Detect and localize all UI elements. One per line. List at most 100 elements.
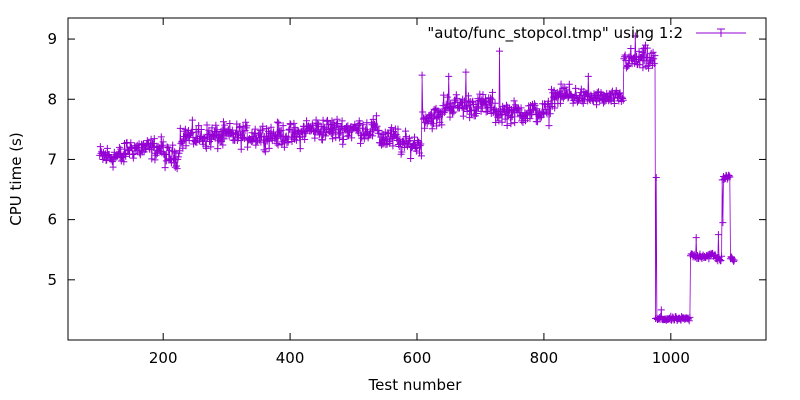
data-point bbox=[593, 101, 601, 109]
data-point bbox=[557, 80, 565, 88]
legend-label: "auto/func_stopcol.tmp" using 1:2 bbox=[427, 24, 683, 43]
data-point bbox=[440, 109, 448, 117]
data-point bbox=[243, 122, 251, 130]
data-point bbox=[330, 128, 338, 136]
data-point bbox=[464, 92, 472, 100]
data-point bbox=[228, 126, 236, 134]
data-point bbox=[308, 120, 316, 128]
x-axis-ticks: 200 400 600 800 1000 bbox=[149, 18, 690, 367]
data-point bbox=[337, 129, 345, 137]
x-tick-label: 600 bbox=[403, 349, 432, 367]
data-point bbox=[478, 104, 486, 112]
y-axis-label: CPU time (s) bbox=[7, 132, 25, 225]
data-point bbox=[620, 53, 628, 61]
data-point bbox=[483, 107, 491, 115]
data-point bbox=[159, 138, 167, 146]
data-point bbox=[115, 149, 123, 157]
data-point bbox=[685, 315, 693, 323]
data-point bbox=[226, 119, 234, 127]
data-point bbox=[511, 119, 519, 127]
data-point bbox=[290, 119, 298, 127]
data-point bbox=[546, 110, 554, 118]
data-point bbox=[214, 131, 222, 139]
data-point bbox=[651, 52, 659, 60]
data-point bbox=[157, 133, 165, 141]
data-point bbox=[461, 97, 469, 105]
data-point bbox=[443, 93, 451, 101]
data-point bbox=[718, 252, 726, 260]
data-point bbox=[730, 257, 738, 265]
data-point bbox=[117, 145, 125, 153]
data-point bbox=[556, 99, 564, 107]
data-point bbox=[388, 124, 396, 132]
data-point bbox=[122, 152, 130, 160]
data-point bbox=[491, 99, 499, 107]
data-point bbox=[457, 98, 465, 106]
y-tick-label: 8 bbox=[47, 90, 57, 108]
data-point bbox=[316, 129, 324, 137]
data-point bbox=[273, 139, 281, 147]
data-point bbox=[176, 124, 184, 132]
y-tick-label: 7 bbox=[47, 150, 57, 168]
legend-marker-sample bbox=[717, 28, 725, 37]
data-point bbox=[530, 100, 538, 108]
data-point bbox=[402, 127, 410, 135]
data-point bbox=[271, 135, 279, 143]
data-point bbox=[109, 163, 117, 171]
data-point bbox=[536, 114, 544, 122]
data-point bbox=[624, 63, 632, 71]
data-point bbox=[719, 219, 727, 227]
data-point bbox=[692, 234, 700, 242]
data-point bbox=[407, 154, 415, 162]
data-point bbox=[154, 142, 162, 150]
data-point bbox=[650, 60, 658, 68]
data-point bbox=[216, 131, 224, 139]
data-point bbox=[150, 135, 158, 143]
data-point bbox=[418, 71, 426, 79]
x-tick-label: 200 bbox=[149, 349, 178, 367]
data-point bbox=[464, 101, 472, 109]
data-point bbox=[426, 111, 434, 119]
data-point bbox=[212, 121, 220, 129]
data-point bbox=[182, 142, 190, 150]
data-point bbox=[251, 130, 259, 138]
y-tick-label: 6 bbox=[47, 211, 57, 229]
x-tick-label: 400 bbox=[276, 349, 305, 367]
data-point bbox=[351, 120, 359, 128]
data-point bbox=[265, 144, 273, 152]
data-point bbox=[348, 134, 356, 142]
data-point bbox=[129, 154, 137, 162]
data-point bbox=[277, 126, 285, 134]
data-point bbox=[169, 141, 177, 149]
data-point bbox=[261, 148, 269, 156]
data-point bbox=[685, 317, 693, 325]
data-point bbox=[433, 113, 441, 121]
data-point bbox=[462, 68, 470, 76]
data-point bbox=[488, 95, 496, 103]
data-point bbox=[162, 151, 170, 159]
data-point bbox=[517, 104, 525, 112]
data-point bbox=[606, 96, 614, 104]
x-tick-label: 800 bbox=[530, 349, 559, 367]
data-point bbox=[445, 72, 453, 80]
data-point bbox=[574, 96, 582, 104]
data-point bbox=[375, 126, 383, 134]
data-point bbox=[618, 93, 626, 101]
data-point bbox=[280, 143, 288, 151]
data-point bbox=[274, 141, 282, 149]
data-point bbox=[446, 113, 454, 121]
data-point bbox=[616, 89, 624, 97]
data-point bbox=[498, 118, 506, 126]
data-point bbox=[406, 137, 414, 145]
data-point bbox=[392, 131, 400, 139]
data-point bbox=[332, 121, 340, 129]
data-point bbox=[501, 115, 509, 123]
data-point bbox=[242, 118, 250, 126]
data-point bbox=[195, 122, 203, 130]
data-point bbox=[428, 125, 436, 133]
data-point bbox=[372, 112, 380, 120]
data-point bbox=[531, 101, 539, 109]
data-point bbox=[495, 117, 503, 125]
data-point bbox=[417, 140, 425, 148]
data-point bbox=[166, 156, 174, 164]
